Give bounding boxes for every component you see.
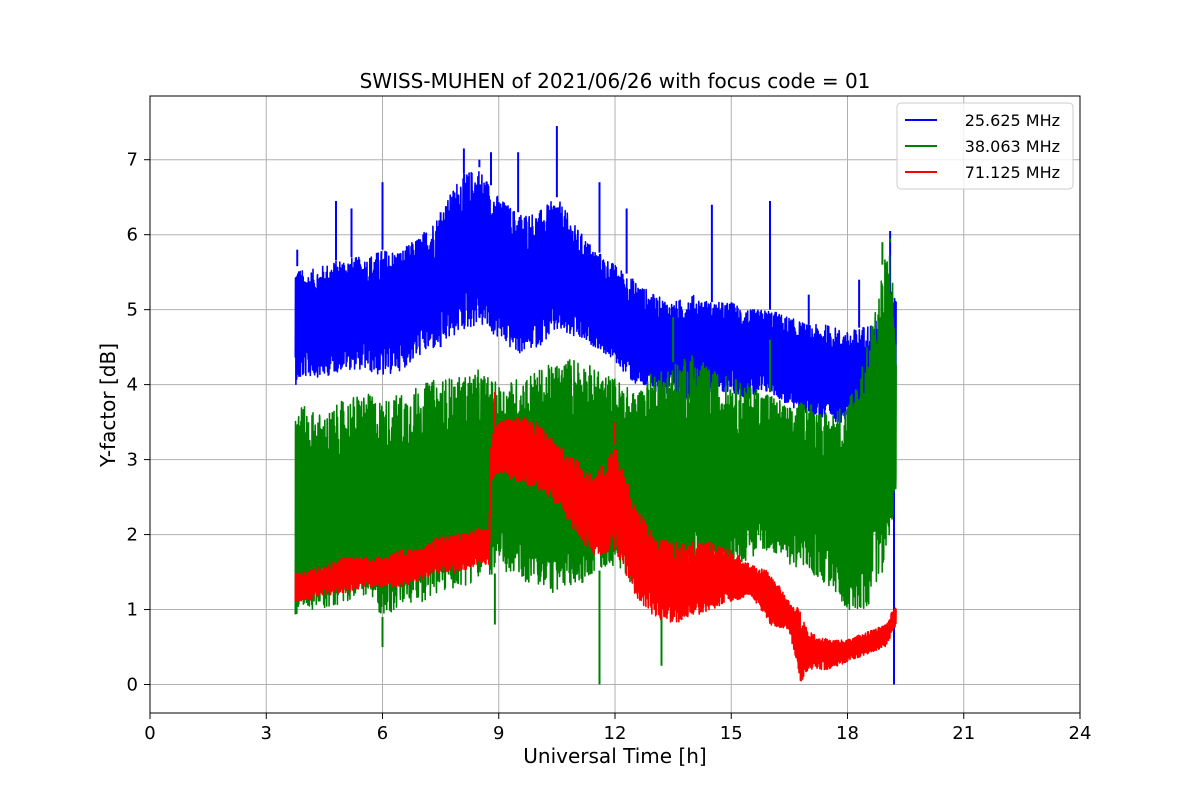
y-tick-label: 7 — [127, 150, 138, 171]
series-71-125-mhz — [294, 392, 897, 682]
x-tick-label: 3 — [261, 723, 272, 744]
x-tick-label: 18 — [836, 723, 859, 744]
series-line — [294, 171, 897, 486]
x-tick-label: 15 — [720, 723, 743, 744]
y-tick-label: 5 — [127, 300, 138, 321]
x-tick-label: 0 — [144, 723, 155, 744]
legend-label: 38.063 MHz — [965, 137, 1060, 156]
y-tick-label: 3 — [127, 450, 138, 471]
y-tick-label: 0 — [127, 675, 138, 696]
x-axis-label: Universal Time [h] — [523, 744, 706, 768]
legend-box — [896, 102, 1074, 190]
y-tick-label: 2 — [127, 525, 138, 546]
x-axis: 0 3 6 9 12 15 18 21 24 — [144, 713, 1091, 744]
series-line — [294, 416, 897, 682]
y-tick-label: 1 — [127, 600, 138, 621]
x-tick-label: 24 — [1069, 723, 1092, 744]
x-tick-label: 12 — [604, 723, 627, 744]
y-tick-label: 6 — [127, 225, 138, 246]
series-layer — [294, 125, 897, 685]
x-tick-label: 9 — [493, 723, 504, 744]
series-38-063-mhz — [294, 238, 897, 685]
x-tick-label: 21 — [952, 723, 975, 744]
x-tick-label: 6 — [377, 723, 388, 744]
y-axis-label: Y-factor [dB] — [96, 343, 120, 468]
y-tick-label: 4 — [127, 375, 138, 396]
y-axis: 0 1 2 3 4 5 6 7 — [127, 150, 150, 696]
series-line — [294, 255, 897, 615]
legend: 25.625 MHz 38.063 MHz 71.125 MHz — [896, 102, 1074, 190]
legend-label: 71.125 MHz — [965, 163, 1060, 182]
chart-title: SWISS-MUHEN of 2021/06/26 with focus cod… — [360, 69, 871, 93]
legend-label: 25.625 MHz — [965, 111, 1060, 130]
